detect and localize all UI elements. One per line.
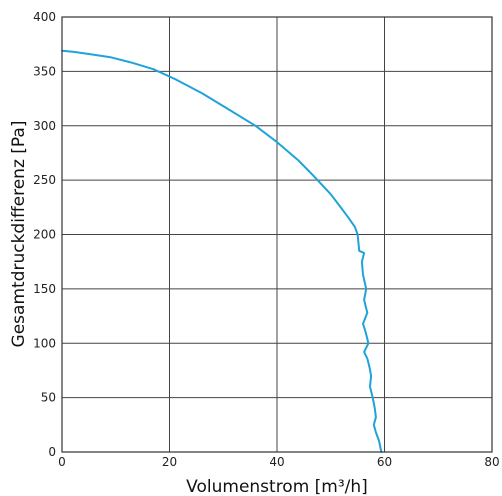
y-tick-label: 350 (33, 64, 56, 78)
y-tick-label: 200 (33, 228, 56, 242)
tick-labels: 0 20 40 60 80 0 50 100 150 200 250 300 350 400 (33, 10, 500, 469)
x-tick-label: 40 (269, 455, 284, 469)
plot-frame (61, 16, 493, 453)
grid-lines (62, 17, 492, 452)
y-tick-label: 50 (41, 391, 56, 405)
x-tick-label: 20 (162, 455, 177, 469)
y-tick-label: 400 (33, 10, 56, 24)
x-tick-label: 0 (58, 455, 66, 469)
y-axis-title: Gesamtdruckdifferenz [Pa] (9, 121, 29, 348)
y-tick-label: 300 (33, 119, 56, 133)
y-tick-label: 100 (33, 336, 56, 350)
y-tick-label: 0 (48, 445, 56, 459)
series-line (61, 49, 383, 453)
x-tick-label: 60 (377, 455, 392, 469)
x-axis-title: Volumenstrom [m³/h] (186, 477, 368, 496)
y-tick-label: 250 (33, 173, 56, 187)
series-layer (61, 49, 383, 453)
y-tick-label: 150 (33, 282, 56, 296)
x-tick-label: 80 (484, 455, 499, 469)
